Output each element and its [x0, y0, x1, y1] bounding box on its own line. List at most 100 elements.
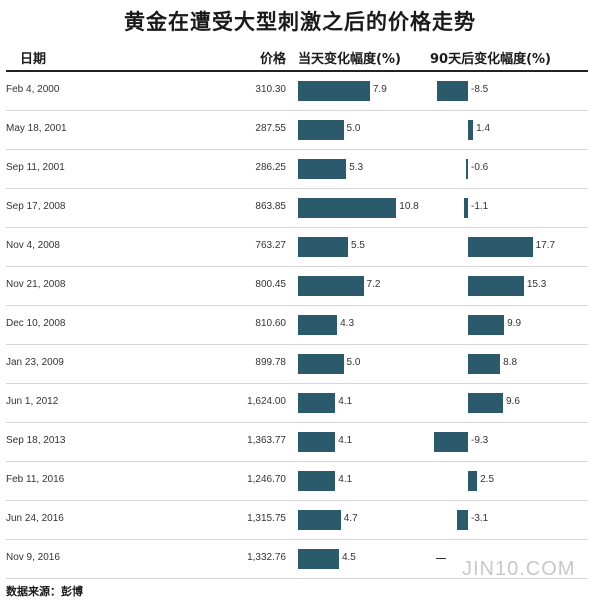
table-row: Nov 4, 2008 763.27 5.5 17.7: [0, 228, 600, 267]
same-day-bar: [298, 354, 344, 374]
price-cell: 286.25: [255, 162, 286, 173]
90-day-label: -9.3: [471, 435, 489, 446]
table-row: Sep 18, 2013 1,363.77 4.1 -9.3: [0, 423, 600, 462]
90-day-bar: [456, 510, 468, 530]
90-day-bar: [468, 315, 505, 335]
date-cell: Feb 11, 2016: [6, 474, 65, 485]
date-cell: Jun 24, 2016: [6, 513, 64, 524]
same-day-bar: [298, 198, 397, 218]
price-cell: 1,315.75: [247, 513, 286, 524]
date-cell: Sep 18, 2013: [6, 435, 66, 446]
same-day-bar: [298, 315, 338, 335]
table-row: Dec 10, 2008 810.60 4.3 9.9: [0, 306, 600, 345]
header-date: 日期: [20, 52, 47, 67]
table-row: Nov 21, 2008 800.45 7.2 15.3: [0, 267, 600, 306]
same-day-bar: [298, 120, 344, 140]
date-cell: Feb 4, 2000: [6, 84, 60, 95]
same-day-label: 5.0: [346, 123, 361, 134]
jin10-logo: JIN10.COM: [462, 558, 576, 580]
same-day-bar: [298, 432, 336, 452]
90-day-label: 9.9: [507, 318, 522, 329]
row-divider: [6, 422, 588, 423]
same-day-label: 5.5: [351, 240, 365, 251]
price-cell: 1,246.70: [247, 474, 286, 485]
header-same-day-change: 当天变化幅度(%): [298, 52, 401, 67]
same-day-bar: [298, 393, 336, 413]
table-row: Jan 23, 2009 899.78 5.0 8.8: [0, 345, 600, 384]
table-row: Nov 9, 2016 1,332.76 4.5: [0, 540, 600, 579]
90-day-bar: [436, 81, 468, 101]
date-cell: May 18, 2001: [6, 123, 67, 134]
90-day-label: 2.5: [480, 474, 495, 485]
row-divider: [6, 578, 588, 579]
price-cell: 1,332.76: [247, 552, 286, 563]
header-divider: [6, 70, 588, 72]
price-cell: 899.78: [255, 357, 286, 368]
table-row: Jun 1, 2012 1,624.00 4.1 9.6: [0, 384, 600, 423]
source-note: 数据来源：彭博: [6, 585, 83, 598]
price-cell: 763.27: [255, 240, 286, 251]
same-day-label: 7.2: [366, 279, 381, 290]
same-day-label: 4.3: [340, 318, 355, 329]
90-day-label: -3.1: [471, 513, 489, 524]
same-day-label: 4.1: [338, 474, 353, 485]
90-day-label: 17.7: [535, 240, 556, 251]
same-day-bar: [298, 276, 364, 296]
same-day-label: 10.8: [399, 201, 419, 212]
90-day-bar: [468, 237, 533, 257]
table-row: May 18, 2001 287.55 5.0 1.4: [0, 111, 600, 150]
row-divider: [6, 305, 588, 306]
price-cell: 1,363.77: [247, 435, 286, 446]
header-price: 价格: [259, 52, 286, 67]
same-day-bar: [298, 549, 339, 569]
same-day-label: 4.7: [343, 513, 358, 524]
date-cell: Dec 10, 2008: [6, 318, 66, 329]
date-cell: Sep 11, 2001: [6, 162, 65, 173]
price-cell: 863.85: [255, 201, 286, 212]
90-day-bar: [468, 276, 524, 296]
90-day-label: 9.6: [506, 396, 520, 407]
90-day-bar: [468, 120, 474, 140]
table-row: Jun 24, 2016 1,315.75 4.7 -3.1: [0, 501, 600, 540]
price-cell: 310.30: [255, 84, 286, 95]
same-day-label: 4.1: [338, 396, 353, 407]
row-divider: [6, 500, 588, 501]
same-day-bar: [298, 237, 349, 257]
90-day-bar: [468, 354, 501, 374]
90-day-bar: [434, 432, 468, 452]
row-divider: [6, 344, 588, 345]
table-row: Feb 11, 2016 1,246.70 4.1 2.5: [0, 462, 600, 501]
table-row: Feb 4, 2000 310.30 7.9 -8.5: [0, 72, 600, 111]
same-day-label: 5.3: [349, 162, 364, 173]
row-divider: [6, 539, 588, 540]
row-divider: [6, 188, 588, 189]
90-day-label: 15.3: [526, 279, 547, 290]
90-day-label: 8.8: [503, 357, 518, 368]
same-day-bar: [298, 510, 341, 530]
same-day-bar: [298, 471, 336, 491]
date-cell: Nov 9, 2016: [6, 552, 60, 563]
row-divider: [6, 383, 588, 384]
90-day-label: -8.5: [471, 84, 489, 95]
date-cell: Nov 4, 2008: [6, 240, 60, 251]
same-day-bar: [298, 159, 347, 179]
same-day-bar: [298, 81, 370, 101]
same-day-label: 5.0: [346, 357, 361, 368]
same-day-label: 7.9: [372, 84, 387, 95]
90-day-label: 1.4: [476, 123, 491, 134]
header-90-day-change: 90天后变化幅度(%): [430, 52, 551, 67]
price-cell: 287.55: [255, 123, 286, 134]
price-cell: 810.60: [255, 318, 286, 329]
90-day-label: -1.1: [471, 201, 489, 212]
date-cell: Sep 17, 2008: [6, 201, 66, 212]
row-divider: [6, 149, 588, 150]
90-day-bar: [468, 471, 478, 491]
90-day-label: -0.6: [471, 162, 489, 173]
date-cell: Jun 1, 2012: [6, 396, 59, 407]
90-day-bar: [463, 198, 468, 218]
no-data-dash: [436, 558, 446, 559]
90-day-bar: [465, 159, 468, 179]
price-cell: 800.45: [255, 279, 286, 290]
row-divider: [6, 110, 588, 111]
same-day-label: 4.5: [341, 552, 356, 563]
